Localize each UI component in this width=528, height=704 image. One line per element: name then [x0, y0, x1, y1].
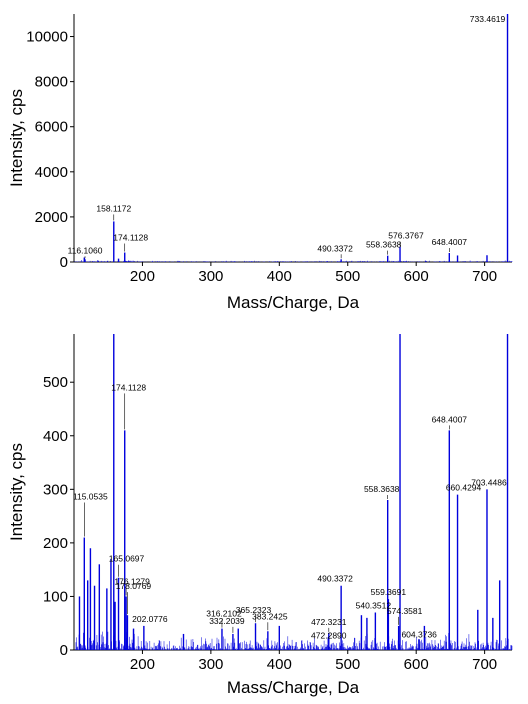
peak-label-733.4619: 733.4619 — [470, 14, 506, 24]
top-x-axis-label: Mass/Charge, Da — [227, 293, 360, 312]
top-axes — [70, 14, 512, 266]
peak-label-648.4007: 648.4007 — [432, 237, 468, 247]
y-tick-label: 6000 — [35, 119, 68, 136]
x-tick-label: 200 — [130, 656, 155, 673]
peak-label-660.4294: 660.4294 — [446, 483, 482, 493]
peak-label-604.3736: 604.3736 — [401, 629, 437, 639]
peak-label-574.3581: 574.3581 — [387, 606, 423, 616]
top-tick-labels: 200 300 400 500 600 700 0 2000 4000 6000 8000 10000 — [26, 29, 497, 285]
peak-label-558.3638: 558.3638 — [364, 484, 400, 494]
peak-label-383.2425: 383.2425 — [252, 611, 288, 621]
y-tick-label: 300 — [43, 481, 68, 498]
peak-label-332.2039: 332.2039 — [209, 616, 245, 626]
peak-label-158.1172: 158.1172 — [96, 203, 131, 213]
bottom-peaks — [78, 334, 509, 650]
peak-label-472.3231: 472.3231 — [311, 617, 347, 627]
peak-label-365.2323: 365.2323 — [236, 605, 272, 615]
peak-label-202.0776: 202.0776 — [132, 614, 168, 624]
bottom-baseline-noise — [75, 629, 513, 650]
peak-label-165.0697: 165.0697 — [109, 554, 145, 564]
peak-label-558.3638: 558.3638 — [366, 240, 402, 250]
peak-label-178.0769: 178.0769 — [116, 581, 152, 591]
x-tick-label: 500 — [335, 268, 360, 285]
x-tick-label: 300 — [198, 268, 223, 285]
peak-label-576.3767: 576.3767 — [388, 231, 424, 241]
x-tick-label: 400 — [267, 656, 292, 673]
peak-label-490.3372: 490.3372 — [317, 243, 353, 253]
x-tick-label: 300 — [198, 656, 223, 673]
y-tick-label: 0 — [60, 254, 68, 271]
y-tick-label: 200 — [43, 535, 68, 552]
y-tick-label: 8000 — [35, 74, 68, 91]
x-tick-label: 700 — [472, 268, 497, 285]
peak-label-540.3512: 540.3512 — [356, 601, 392, 611]
peak-label-490.3372: 490.3372 — [317, 574, 353, 584]
x-tick-label: 500 — [335, 656, 360, 673]
peak-label-648.4007: 648.4007 — [432, 414, 468, 424]
x-tick-label: 700 — [472, 656, 497, 673]
x-tick-label: 400 — [267, 268, 292, 285]
noise-trace — [75, 629, 513, 650]
bottom-tick-labels: 200 300 400 500 600 700 0 100 200 300 400 500 — [43, 374, 497, 673]
peak-label-559.3691: 559.3691 — [371, 587, 407, 597]
x-tick-label: 600 — [404, 656, 429, 673]
y-tick-label: 4000 — [35, 164, 68, 181]
bottom-y-axis-label: Intensity, cps — [7, 443, 26, 541]
bottom-x-axis-label: Mass/Charge, Da — [227, 678, 360, 697]
peak-label-316.2102: 316.2102 — [206, 609, 242, 619]
x-tick-label: 200 — [130, 268, 155, 285]
peak-label-116.1060: 116.1060 — [68, 245, 103, 255]
top-peak-labels: 116.1060 158.1172 174.1128 490.3372 558.3638… — [68, 14, 506, 259]
x-tick-label: 600 — [404, 268, 429, 285]
y-tick-label: 0 — [60, 642, 68, 659]
top-y-axis-label: Intensity, cps — [7, 89, 26, 187]
bottom-peak-labels: 115.0535 165.0697 174.1128 176.1279178.0769… — [73, 382, 507, 640]
y-tick-label: 10000 — [26, 29, 68, 46]
peak-label-115.0535: 115.0535 — [73, 492, 108, 502]
y-tick-label: 500 — [43, 374, 68, 391]
noise-trace — [74, 260, 513, 262]
y-tick-label: 100 — [43, 588, 68, 605]
y-tick-label: 400 — [43, 428, 68, 445]
peak-label-176.1279: 176.1279 — [114, 576, 150, 586]
y-tick-label: 2000 — [35, 209, 68, 226]
top-baseline-noise — [74, 260, 513, 262]
peak-label-174.1128: 174.1128 — [111, 382, 146, 392]
peak-label-472.2890: 472.2890 — [311, 631, 347, 641]
top-peaks — [83, 14, 509, 262]
top-spectrum-panel: 116.1060 158.1172 174.1128 490.3372 558.3638… — [7, 14, 513, 312]
peak-label-174.1128: 174.1128 — [113, 233, 148, 243]
bottom-spectrum-panel: 115.0535 165.0697 174.1128 176.1279178.0769… — [7, 334, 513, 697]
peak-label-703.4486: 703.4486 — [471, 477, 507, 487]
